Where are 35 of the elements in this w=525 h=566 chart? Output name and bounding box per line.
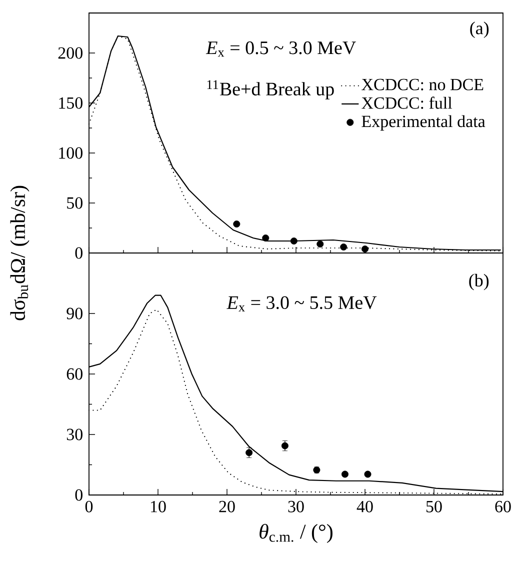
y-tick-label: 100 [59, 147, 82, 159]
annotation: $^{11}$Be+d Break up [207, 80, 334, 100]
y-tick-label: 0 [75, 247, 82, 259]
legend-label: Experimental data [362, 115, 486, 131]
legend-label: XCDCC: no DCE [362, 78, 484, 90]
point [341, 470, 348, 478]
y-tick-label: 60 [66, 368, 82, 380]
y-tick-label: 0 [75, 489, 82, 501]
x-tick-label: 0 [85, 500, 93, 512]
x-tick-label: 60 [495, 500, 511, 512]
point [262, 234, 270, 242]
annotation: (b) [469, 274, 489, 290]
y-axis-title: dσ$_{bu}$dΩ/ (mb/sr) [10, 186, 30, 320]
point [361, 246, 368, 252]
annotation: E$_{x}$ = 3.0 ~ 5.5 MeV [226, 296, 377, 312]
annotation: E$_{x}$ = 0.5 ~ 3.0 MeV [206, 41, 356, 57]
y-tick-label: 150 [59, 97, 82, 109]
x-axis-title: θ$_{c.m.}$ / (°) [260, 524, 332, 544]
y-tick-label: 50 [67, 197, 82, 209]
legend-label: XCDCC: full [362, 96, 452, 109]
x-tick-label: 40 [356, 500, 373, 512]
point [340, 244, 348, 250]
x-tick-label: 30 [288, 500, 304, 512]
point [316, 240, 324, 248]
y-tick-label: 200 [58, 47, 82, 59]
x-tick-label: 50 [426, 500, 442, 512]
x-tick-label: 10 [150, 500, 166, 512]
point [233, 220, 240, 228]
point [290, 238, 298, 244]
annotation: (a) [470, 22, 489, 38]
point [246, 449, 253, 456]
x-tick-label: 20 [219, 500, 235, 512]
y-tick-label: 30 [66, 428, 82, 440]
point [281, 442, 288, 450]
y-tick-label: 90 [66, 308, 82, 320]
